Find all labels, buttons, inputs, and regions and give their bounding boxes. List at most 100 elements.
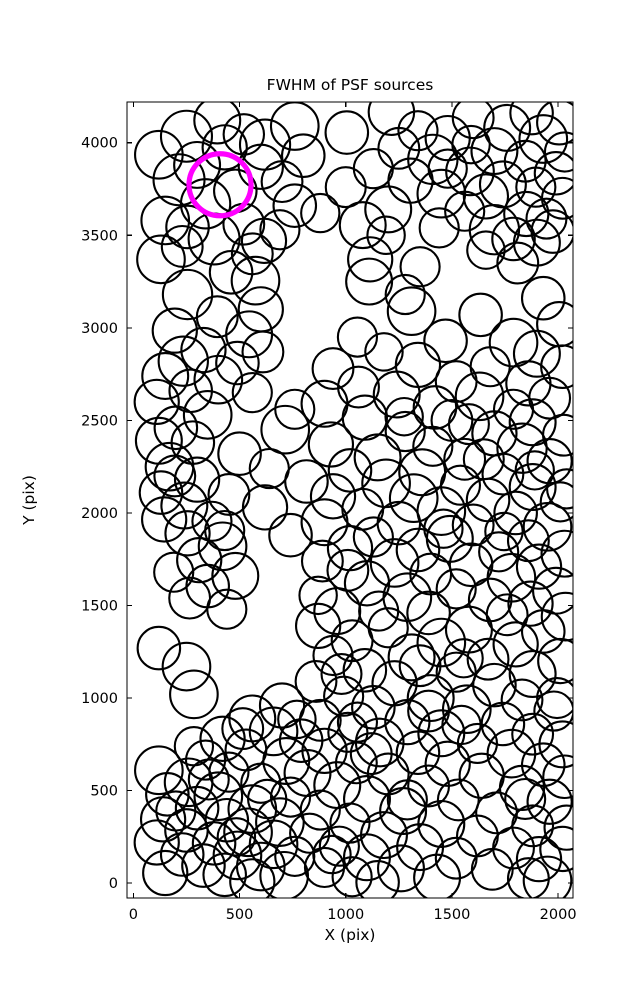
- psf-source-circle: [491, 216, 536, 262]
- psf-source-circle: [376, 500, 422, 546]
- x-axis-ticks: 0 500 1000 1500 2000: [129, 102, 577, 923]
- psf-source-circle: [413, 853, 462, 898]
- x-tick-label: 1500: [433, 907, 470, 923]
- psf-source-circle: [342, 833, 391, 882]
- x-tick-label: 500: [226, 907, 254, 923]
- psf-source-circle: [536, 102, 573, 146]
- psf-source-circle: [212, 830, 263, 881]
- psf-source-circle: [496, 422, 548, 474]
- y-tick-label: 3000: [81, 321, 118, 337]
- psf-source-circle: [451, 102, 495, 140]
- psf-source-circle: [153, 405, 199, 451]
- psf-source-circle: [533, 150, 573, 196]
- psf-source-circle: [193, 102, 242, 145]
- psf-source-circle: [515, 166, 557, 208]
- psf-source-circle: [427, 148, 468, 189]
- psf-source-circle: [386, 286, 437, 337]
- psf-source-circle: [300, 192, 341, 234]
- y-tick-label: 1500: [81, 599, 118, 615]
- psf-source-circle: [136, 625, 182, 671]
- psf-source-circle: [300, 539, 344, 583]
- psf-source-circle: [169, 669, 219, 720]
- psf-source-circle: [206, 588, 248, 630]
- x-tick-label: 1000: [327, 907, 364, 923]
- psf-source-circle: [466, 230, 506, 270]
- psf-source-circle: [300, 498, 349, 547]
- psf-source-circle: [504, 777, 547, 820]
- psf-source-circle: [153, 551, 195, 593]
- psf-source-circle: [231, 372, 273, 414]
- psf-source-circle: [258, 682, 306, 729]
- psf-source-circle: [309, 473, 357, 520]
- psf-source-circle: [351, 685, 396, 730]
- psf-source-circle: [269, 776, 312, 818]
- psf-source-circle: [546, 468, 573, 510]
- psf-source-circle: [247, 778, 288, 820]
- psf-source-circle: [416, 168, 467, 219]
- y-tick-label: 4000: [81, 136, 118, 152]
- psf-source-circle: [140, 195, 191, 246]
- x-tick-label: 0: [129, 907, 138, 923]
- psf-source-circle: [324, 166, 367, 209]
- psf-source-circle: [439, 464, 482, 506]
- psf-source-circle: [520, 275, 566, 321]
- psf-source-circle: [141, 351, 190, 400]
- psf-source-circle: [138, 470, 184, 515]
- psf-source-circle: [397, 110, 439, 152]
- psf-source-circle: [540, 344, 573, 390]
- psf-source-circle: [451, 124, 491, 165]
- psf-source-circle: [182, 390, 233, 440]
- psf-source-circle: [336, 701, 379, 743]
- y-tick-label: 3500: [81, 228, 118, 244]
- psf-source-circle: [536, 677, 573, 720]
- psf-source-circle: [342, 648, 388, 693]
- psf-source-circle: [184, 739, 227, 781]
- psf-source-circle: [307, 421, 355, 468]
- psf-source-circle: [241, 330, 285, 374]
- psf-source-circle: [509, 102, 554, 136]
- psf-source-circle: [377, 126, 421, 170]
- psf-source-circle: [514, 450, 555, 491]
- page-title: FWHM of PSF sources: [267, 76, 434, 94]
- psf-source-circle: [399, 246, 441, 288]
- psf-source-circle: [345, 257, 394, 306]
- psf-source-circle: [511, 712, 555, 756]
- psf-source-circle: [145, 772, 190, 817]
- psf-source-circle: [387, 633, 436, 682]
- psf-source-circle: [466, 637, 510, 681]
- psf-source-circle: [323, 675, 365, 717]
- psf-source-circle: [161, 268, 214, 321]
- highlight-circle[interactable]: [186, 151, 254, 219]
- psf-source-circle: [260, 404, 311, 455]
- psf-source-circle: [312, 834, 352, 875]
- psf-source-circle: [222, 113, 266, 156]
- psf-source-circle: [496, 241, 540, 285]
- psf-source-circle: [160, 224, 204, 268]
- psf-source-circle: [230, 255, 281, 306]
- psf-source-circle: [407, 764, 451, 808]
- psf-source-circle: [217, 431, 262, 477]
- y-tick-label: 2000: [81, 506, 118, 522]
- psf-source-circle: [423, 508, 464, 549]
- psf-source-circle: [295, 602, 342, 650]
- psf-source-circle: [180, 326, 227, 374]
- psf-source-circle: [349, 732, 393, 776]
- psf-source-circle: [542, 754, 573, 800]
- psf-source-circle: [274, 388, 316, 430]
- psf-source-circle: [498, 764, 546, 811]
- psf-source-circle: [503, 190, 550, 238]
- y-tick-label: 2500: [81, 413, 118, 429]
- psf-source-circle: [445, 146, 495, 197]
- highlighted-source[interactable]: [186, 151, 254, 219]
- psf-source-circle: [223, 807, 273, 858]
- psf-source-circle: [155, 790, 197, 832]
- psf-source-circle: [153, 454, 197, 498]
- psf-source-circle: [191, 500, 233, 542]
- psf-source-circle: [522, 855, 573, 898]
- psf-source-circle: [326, 548, 370, 592]
- psf-source-circle: [248, 706, 299, 757]
- psf-source-circle: [133, 819, 180, 866]
- psf-source-circle: [492, 621, 539, 668]
- psf-source-circle: [142, 849, 189, 897]
